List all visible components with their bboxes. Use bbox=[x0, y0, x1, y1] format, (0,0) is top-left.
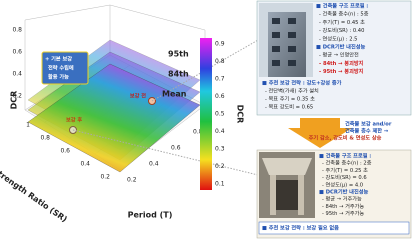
panel-line: - 목표 주기 = 0.35 초 bbox=[265, 95, 315, 103]
callout-text: + 기본 보강 bbox=[45, 55, 72, 63]
panel-line: - 전단벽(가새) 추가 설치 bbox=[265, 87, 319, 95]
panel-line: - 건축물 층수(n) : 5층 bbox=[319, 10, 369, 18]
y-tick: 0.6 bbox=[60, 148, 70, 155]
panel-line: ■ DCR기반 내진성능 bbox=[316, 43, 365, 51]
arrow bbox=[288, 118, 352, 148]
transition-text: 건축물 보강 and/or bbox=[345, 120, 392, 128]
panel-line: - 강도비(SR) = 0.6 bbox=[322, 173, 367, 181]
panel-line: - 84th → 붕괴방지 bbox=[319, 59, 364, 67]
panel-line: ■ 추천 보강 전략 : 강도+강성 증가 bbox=[262, 79, 342, 87]
z-tick: 0.2 bbox=[12, 93, 22, 100]
panel-line: - 주기(T) = 0.25 초 bbox=[322, 166, 368, 174]
colorbar bbox=[200, 38, 212, 190]
callout-text: 전략 수립에 bbox=[48, 64, 74, 72]
panel-line: - 목표 강도비 = 0.65 bbox=[265, 103, 313, 111]
colorbar-tick: 0.7 bbox=[215, 76, 225, 83]
z-tick: 0.4 bbox=[12, 71, 22, 78]
colorbar-tick: 0.2 bbox=[215, 163, 225, 170]
callout-box bbox=[41, 51, 89, 85]
x-tick: 0.4 bbox=[149, 161, 159, 168]
after-strategy-box bbox=[258, 221, 410, 235]
z-axis-label: DCR bbox=[10, 91, 19, 110]
transition-text: 주기 감소, 강도비 & 연성도 상승 bbox=[309, 134, 382, 142]
x-tick: 0.6 bbox=[171, 145, 181, 152]
panel-line: ■ DCR기반 내진성능 bbox=[319, 188, 368, 196]
x-axis-label: Period (T) bbox=[128, 211, 173, 220]
colorbar-tick: 0.4 bbox=[215, 128, 225, 135]
panel-line: ■ 건축물 구조 프로필 : bbox=[316, 2, 368, 10]
building-photo bbox=[259, 152, 315, 218]
x-tick: 0.8 bbox=[193, 129, 203, 136]
surface-label: Mean bbox=[162, 90, 187, 99]
panel-line: - 평균 → 인명안전 bbox=[319, 52, 359, 59]
colorbar-tick: 0.6 bbox=[215, 93, 225, 100]
panel-line: - 95th → 붕괴방지 bbox=[319, 67, 364, 75]
colorbar-tick: 0.5 bbox=[215, 111, 225, 118]
z-tick: 0.8 bbox=[12, 27, 22, 34]
colorbar-label: DCR bbox=[236, 105, 245, 124]
panel-line: - 연성도(μ) : 2.5 bbox=[319, 34, 357, 42]
y-tick: 0.8 bbox=[40, 135, 50, 142]
y-tick: 1 bbox=[26, 122, 30, 129]
colorbar-tick: 0.8 bbox=[215, 58, 225, 65]
panel-line: - 연성도(μ) = 4.0 bbox=[322, 180, 363, 188]
panel-line: - 건축물 층수(n) : 2층 bbox=[322, 159, 372, 167]
colorbar-tick: 0.3 bbox=[215, 146, 225, 153]
after-strategy: ■ 추천 보강 전략 : 보강 필요 없음 bbox=[262, 224, 339, 232]
callout-text: 활용 가능 bbox=[48, 73, 69, 81]
panel-line: - 84th → 거주가능 bbox=[322, 202, 364, 210]
building-photo bbox=[259, 3, 313, 77]
panel-line: - 평균 → 거주가능 bbox=[322, 195, 362, 203]
point-label: 보강 전 bbox=[130, 92, 146, 100]
z-tick: 0.6 bbox=[12, 49, 22, 56]
y-tick: 0.2 bbox=[100, 174, 110, 181]
panel-line: - 95th → 거주가능 bbox=[322, 209, 364, 217]
colorbar-tick: 0.1 bbox=[215, 181, 225, 188]
point-label: 보강 후 bbox=[66, 116, 82, 124]
surface-label: 95th bbox=[168, 50, 189, 59]
surface-label: 84th bbox=[168, 70, 189, 79]
panel-line: - 강도비(SR) : 0.40 bbox=[319, 26, 364, 34]
y-tick: 0.4 bbox=[80, 161, 90, 168]
transition-text: 건축물 층수 제한 → bbox=[345, 127, 389, 135]
panel-line: - 주기(T) = 0.45 초 bbox=[319, 18, 365, 26]
x-tick: 0.2 bbox=[127, 177, 137, 184]
panel-line: ■ 건축물 구조 프로필 : bbox=[319, 152, 371, 160]
colorbar-tick: 0.9 bbox=[215, 41, 225, 48]
y-axis-label: Strength Ratio (SR) bbox=[0, 166, 69, 224]
